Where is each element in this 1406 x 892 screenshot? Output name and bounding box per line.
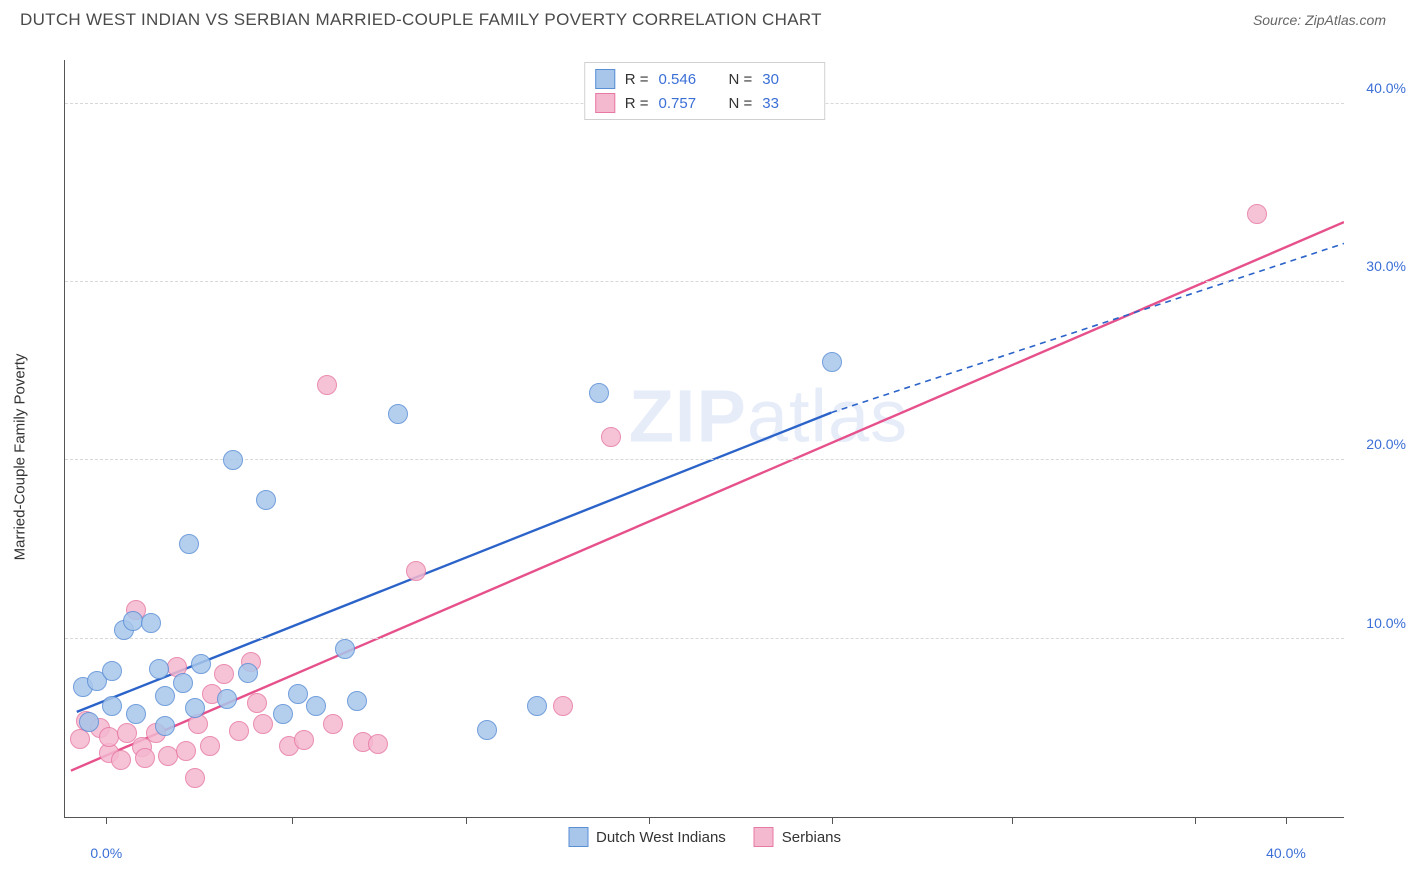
swatch-dwi [568, 827, 588, 847]
swatch-srb [754, 827, 774, 847]
data-point-dwi [306, 696, 326, 716]
data-point-srb [111, 750, 131, 770]
data-point-srb [323, 714, 343, 734]
y-axis-label: Married-Couple Family Poverty [12, 354, 29, 561]
y-tick-label: 20.0% [1366, 436, 1406, 452]
data-point-dwi [238, 663, 258, 683]
data-point-srb [253, 714, 273, 734]
data-point-dwi [589, 383, 609, 403]
data-point-dwi [155, 716, 175, 736]
data-point-srb [247, 693, 267, 713]
data-point-dwi [102, 696, 122, 716]
y-tick-label: 40.0% [1366, 80, 1406, 96]
data-point-srb [229, 721, 249, 741]
x-tick [1286, 817, 1287, 824]
legend-row-dwi: R = 0.546 N = 30 [595, 67, 815, 91]
source-credit: Source: ZipAtlas.com [1253, 12, 1386, 28]
data-point-dwi [527, 696, 547, 716]
x-tick [1195, 817, 1196, 824]
data-point-dwi [388, 404, 408, 424]
data-point-srb [294, 730, 314, 750]
data-point-dwi [102, 661, 122, 681]
gridline [65, 638, 1344, 639]
watermark: ZIPatlas [629, 373, 908, 458]
x-tick-label: 0.0% [90, 845, 122, 861]
chart: Married-Couple Family Poverty ZIPatlas R… [20, 42, 1386, 872]
y-tick-label: 10.0% [1366, 615, 1406, 631]
data-point-dwi [217, 689, 237, 709]
legend-series: Dutch West Indians Serbians [568, 827, 841, 847]
data-point-dwi [288, 684, 308, 704]
legend-stats: R = 0.546 N = 30 R = 0.757 N = 33 [584, 62, 826, 120]
x-tick [106, 817, 107, 824]
legend-item-dwi: Dutch West Indians [568, 827, 726, 847]
data-point-dwi [149, 659, 169, 679]
legend-item-srb: Serbians [754, 827, 841, 847]
data-point-srb [553, 696, 573, 716]
chart-title: DUTCH WEST INDIAN VS SERBIAN MARRIED-COU… [20, 10, 822, 30]
y-tick-label: 30.0% [1366, 258, 1406, 274]
legend-row-srb: R = 0.757 N = 33 [595, 91, 815, 115]
swatch-srb [595, 93, 615, 113]
data-point-dwi [477, 720, 497, 740]
data-point-srb [214, 664, 234, 684]
data-point-dwi [347, 691, 367, 711]
x-tick-label: 40.0% [1266, 845, 1306, 861]
gridline [65, 459, 1344, 460]
data-point-srb [317, 375, 337, 395]
data-point-srb [1247, 204, 1267, 224]
plot-area: ZIPatlas R = 0.546 N = 30 R = 0.757 N = … [64, 60, 1344, 818]
data-point-srb [176, 741, 196, 761]
data-point-srb [601, 427, 621, 447]
data-point-srb [135, 748, 155, 768]
data-point-dwi [822, 352, 842, 372]
header: DUTCH WEST INDIAN VS SERBIAN MARRIED-COU… [0, 0, 1406, 34]
x-tick [466, 817, 467, 824]
swatch-dwi [595, 69, 615, 89]
data-point-srb [200, 736, 220, 756]
x-tick [649, 817, 650, 824]
data-point-dwi [223, 450, 243, 470]
data-point-dwi [256, 490, 276, 510]
data-point-dwi [185, 698, 205, 718]
data-point-dwi [155, 686, 175, 706]
gridline [65, 281, 1344, 282]
data-point-dwi [179, 534, 199, 554]
data-point-dwi [273, 704, 293, 724]
data-point-dwi [335, 639, 355, 659]
x-tick [1012, 817, 1013, 824]
x-tick [832, 817, 833, 824]
data-point-dwi [126, 704, 146, 724]
data-point-dwi [191, 654, 211, 674]
x-tick [292, 817, 293, 824]
data-point-srb [406, 561, 426, 581]
data-point-srb [368, 734, 388, 754]
data-point-dwi [141, 613, 161, 633]
data-point-dwi [173, 673, 193, 693]
data-point-dwi [79, 712, 99, 732]
data-point-srb [185, 768, 205, 788]
